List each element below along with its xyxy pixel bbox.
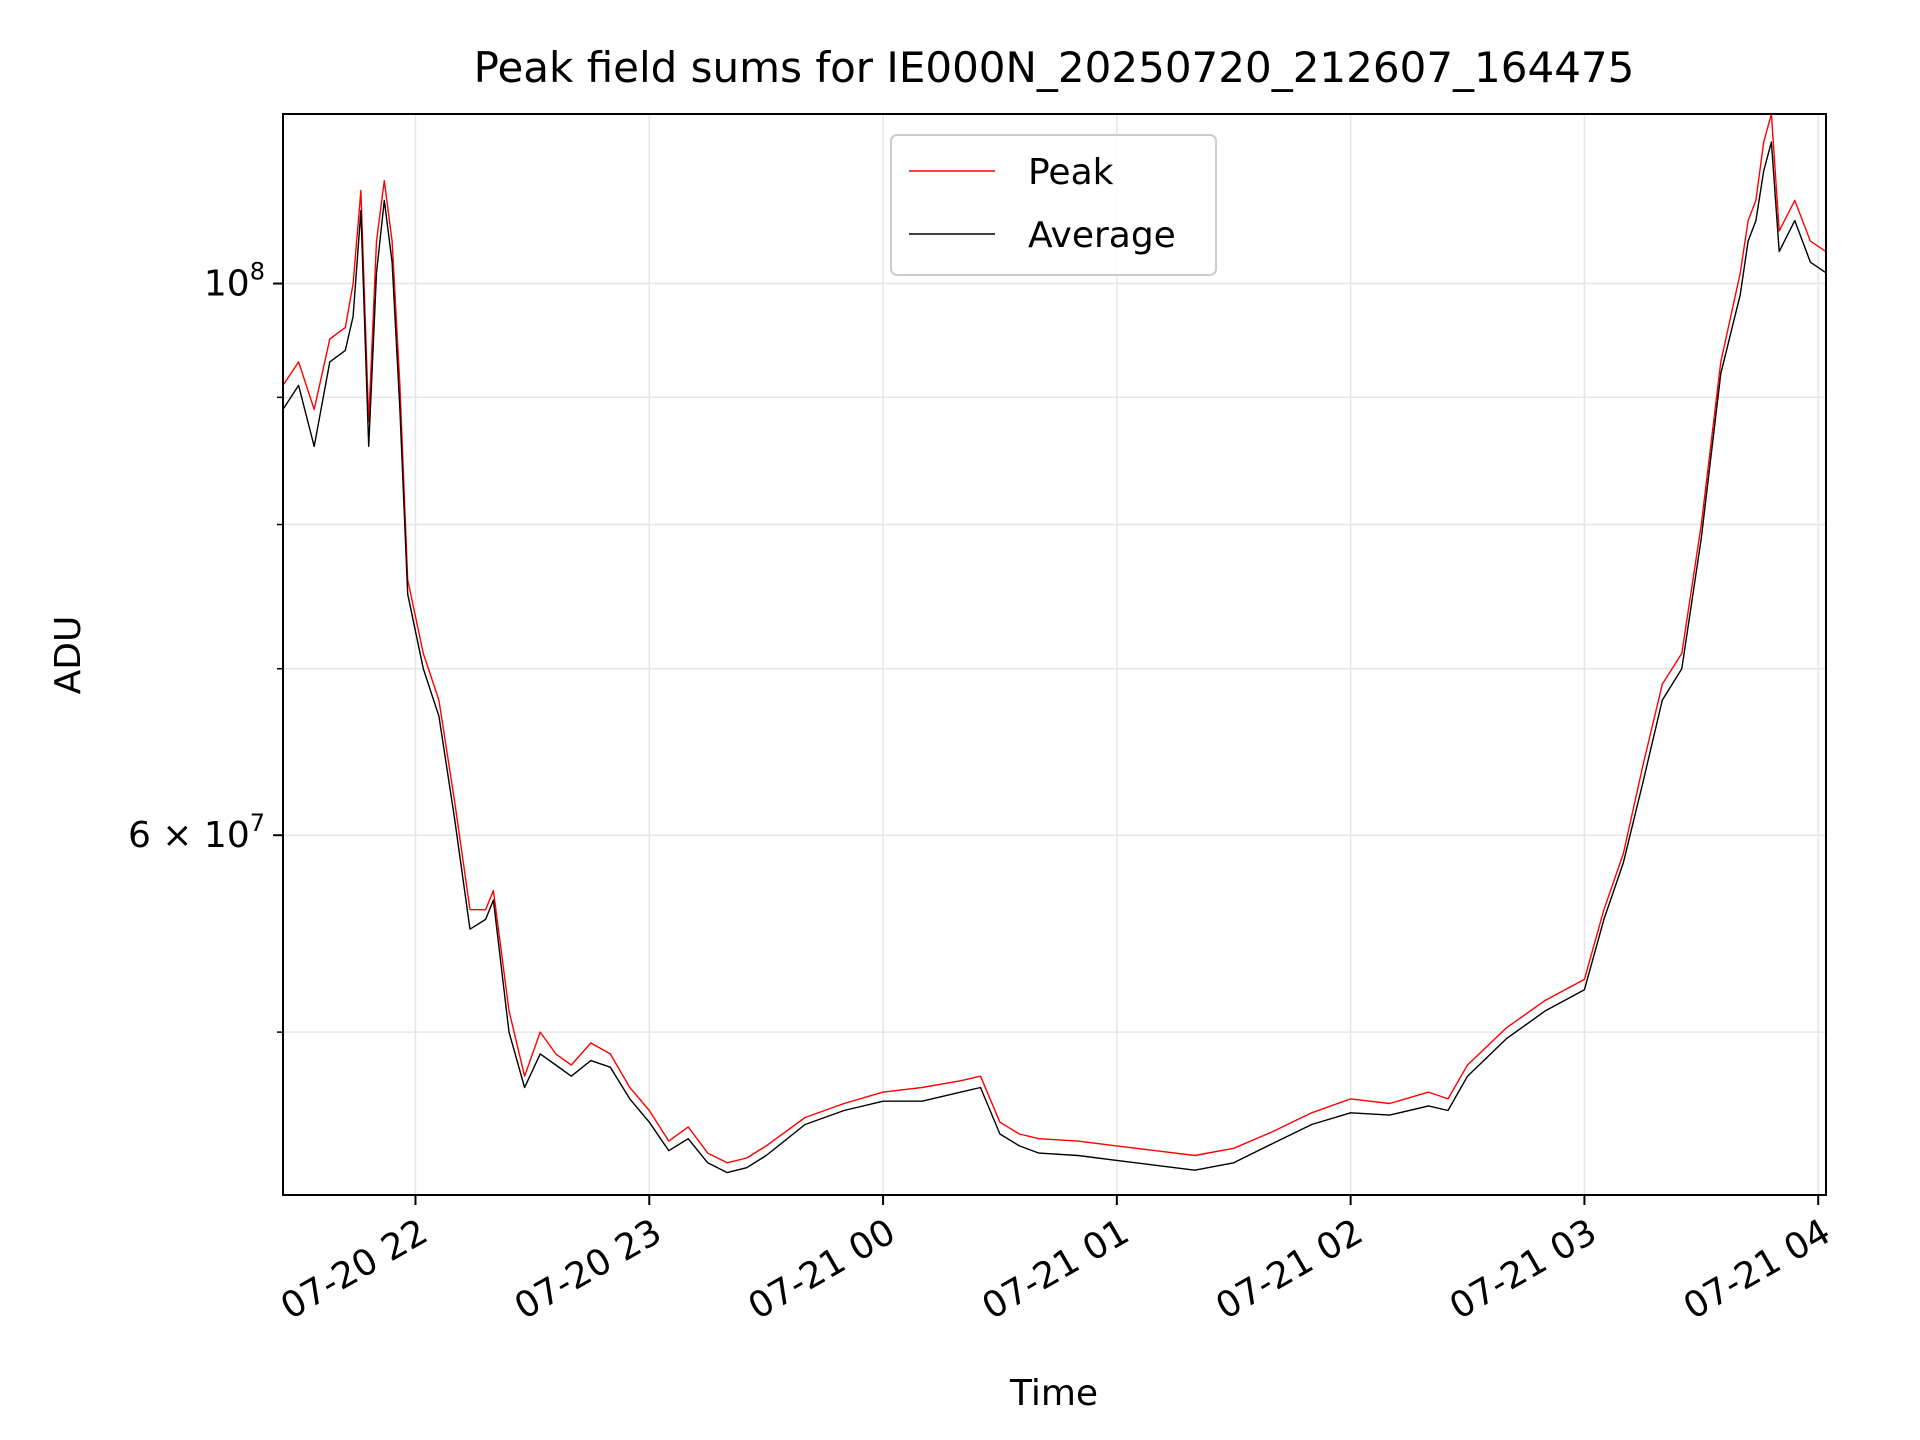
legend-peak-label: Peak [1028, 152, 1114, 193]
y-tick-label: 108 [204, 258, 265, 305]
legend-average-label: Average [1028, 215, 1176, 256]
series-line-peak [282, 113, 1827, 1164]
x-axis-label: Time [1009, 1373, 1098, 1414]
plot-frame [282, 113, 1827, 1196]
series-layer [282, 113, 1827, 1174]
y-axis-label: ADU [48, 616, 89, 695]
y-tick-label: 6 × 107 [128, 809, 265, 856]
chart-title: Peak field sums for IE000N_20250720_2126… [474, 43, 1635, 92]
legend: Peak Average [890, 134, 1217, 276]
series-line-average [282, 141, 1827, 1174]
legend-box [890, 134, 1217, 276]
y-axis: 6 × 107 108 [128, 258, 283, 1033]
